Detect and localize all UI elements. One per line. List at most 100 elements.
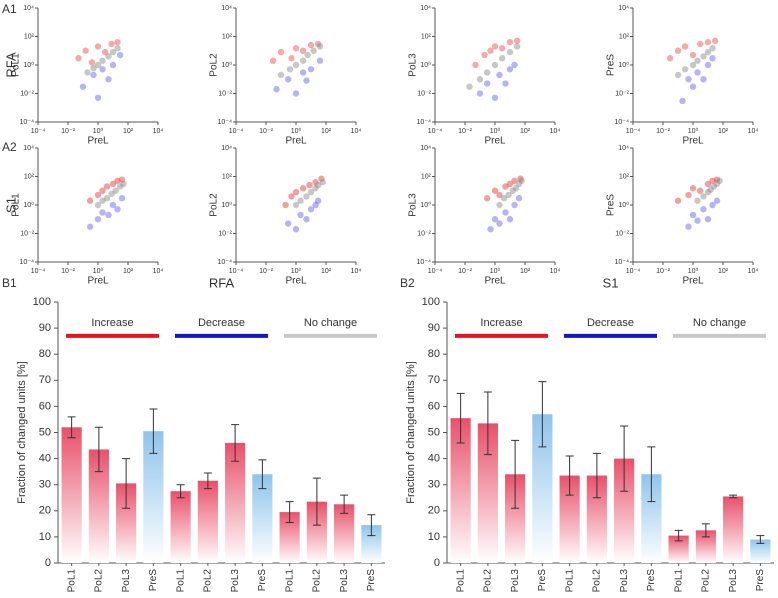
bar <box>586 475 607 563</box>
y-tick-label: 20 <box>39 505 51 517</box>
x-tick-label: 10⁴ <box>748 128 759 135</box>
scatter-point <box>713 197 721 204</box>
scatter-point <box>303 193 310 200</box>
x-tick-label: 10² <box>321 268 332 275</box>
error-bar <box>285 501 294 524</box>
scatter-point <box>90 71 97 79</box>
scatter-point <box>99 66 106 73</box>
y-tick-label: 10² <box>421 33 432 40</box>
scatter-point <box>101 48 109 56</box>
scatter-point <box>109 180 117 188</box>
x-tick-label: 10⁴ <box>351 268 362 275</box>
scatter-point <box>506 216 514 223</box>
scatter-point <box>491 61 499 69</box>
scatter-point <box>118 176 126 183</box>
scatter-point <box>689 61 697 69</box>
scatter-point <box>681 66 689 73</box>
x-tick-label: 10² <box>123 128 134 135</box>
x-tick-label: 10² <box>718 268 729 275</box>
bar <box>559 475 580 563</box>
x-tick-label: 10⁰ <box>93 127 104 135</box>
y-tick-label: 100 <box>33 296 51 308</box>
y-tick-label: 10⁰ <box>618 201 629 209</box>
scatter-point <box>512 185 520 192</box>
scatter-point <box>674 47 682 54</box>
scatter-point <box>114 206 121 213</box>
y-axis-label: Fraction of changed units [%] <box>16 361 28 503</box>
x-tick-label: PoL2 <box>483 569 494 593</box>
scatter-point <box>694 69 701 76</box>
error-bar <box>367 514 376 537</box>
scatter-point <box>689 211 697 219</box>
x-tick-label: 10⁰ <box>688 127 699 135</box>
error-bar <box>149 408 158 454</box>
x-tick-label: 10⁴ <box>748 268 759 275</box>
y-tick-label: 100 <box>422 296 440 308</box>
y-tick-label: 70 <box>39 374 51 386</box>
y-tick-label: 10² <box>24 173 35 180</box>
scatter-point <box>299 47 307 54</box>
scatter-point <box>94 201 102 209</box>
y-tick-label: 10² <box>619 33 630 40</box>
scatter-point <box>496 201 503 209</box>
bar <box>197 480 218 563</box>
scatter-point <box>518 177 525 184</box>
y-axis-label: Fraction of changed units [%] <box>405 361 417 503</box>
x-tick-label: 10⁻⁴ <box>428 268 443 275</box>
y-tick-label: 10⁻² <box>20 230 34 237</box>
y-tick-label: 10⁻⁴ <box>20 259 35 266</box>
y-tick-label: 60 <box>428 400 440 412</box>
scatter-point <box>314 40 322 48</box>
bar <box>668 535 689 563</box>
x-tick-label: PoL1 <box>673 569 684 593</box>
x-tick-label: PoL2 <box>312 569 323 593</box>
x-tick-label: PreS <box>148 569 159 592</box>
error-bar <box>756 535 765 544</box>
scatter-point <box>114 177 121 184</box>
y-tick-label: 10⁴ <box>221 145 232 152</box>
scatter-point <box>502 183 509 190</box>
scatter-point <box>310 47 317 54</box>
scatter-point <box>292 45 300 52</box>
scatter-point <box>483 195 491 202</box>
panel-label: B1 <box>2 276 17 290</box>
bar <box>450 418 471 563</box>
scatter-point <box>292 201 300 209</box>
x-tick-label: PreS <box>755 569 766 592</box>
x-axis-label: PreL <box>285 276 307 287</box>
scatter-point <box>88 59 96 66</box>
group-label: Decrease <box>198 317 245 329</box>
scatter-point <box>681 43 689 50</box>
scatter-point <box>108 190 115 198</box>
y-axis-label: PreS <box>606 54 617 77</box>
panel-label: B2 <box>400 276 415 290</box>
group-label: No change <box>304 317 357 329</box>
scatter-point <box>269 57 277 64</box>
y-tick-label: 50 <box>39 426 51 438</box>
scatter-point <box>704 216 712 223</box>
scatter-point <box>666 55 674 62</box>
y-tick-label: 80 <box>39 348 51 360</box>
y-tick-label: 0 <box>434 557 440 569</box>
x-tick-label: PoL3 <box>230 569 241 593</box>
scatter-point <box>674 71 682 79</box>
bar <box>532 414 553 563</box>
x-tick-label: PoL3 <box>728 569 739 593</box>
y-tick-label: 80 <box>428 348 440 360</box>
scatter-point <box>511 177 518 184</box>
x-tick-label: 10² <box>520 268 531 275</box>
scatter-point <box>303 77 310 84</box>
scatter-point <box>685 223 692 230</box>
y-axis-label: PoL3 <box>408 193 419 217</box>
scatter-point <box>711 37 719 44</box>
scatter-point <box>82 47 89 54</box>
scatter-point <box>500 195 508 202</box>
x-tick-label: PoL3 <box>339 569 350 593</box>
y-tick-label: 10 <box>428 531 440 543</box>
y-axis-label: PoL1 <box>11 53 22 77</box>
row-label: S1 <box>3 197 18 213</box>
scatter-point <box>284 220 292 227</box>
error-bar <box>647 446 656 503</box>
x-tick-label: 10⁴ <box>550 128 561 135</box>
x-tick-label: PoL2 <box>701 569 712 593</box>
